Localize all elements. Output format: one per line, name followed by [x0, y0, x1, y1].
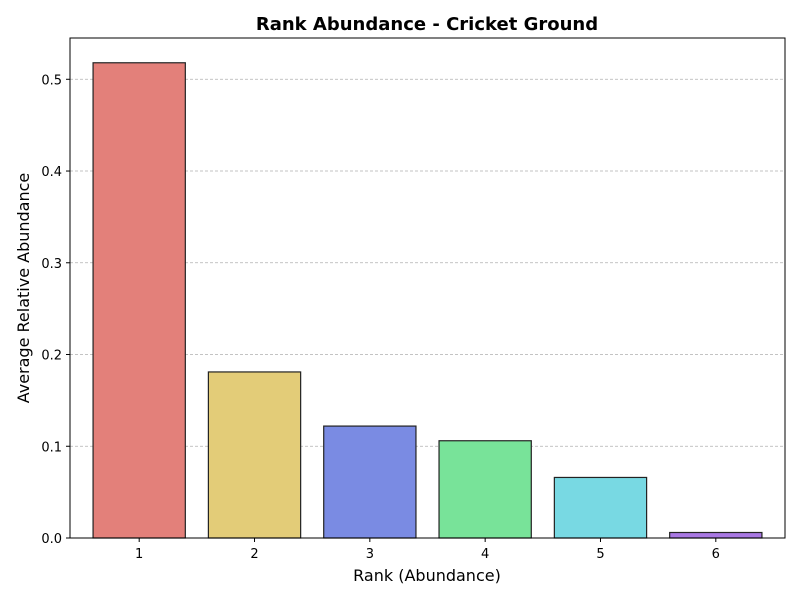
y-tick-label: 0.0 — [41, 532, 62, 547]
bar-rank-6 — [669, 531, 763, 539]
x-tick-label: 3 — [366, 547, 374, 562]
x-axis-label: Rank (Abundance) — [353, 566, 501, 585]
x-axis-ticks: 1 2 3 4 5 6 — [135, 538, 720, 562]
chart-title: Rank Abundance - Cricket Ground — [256, 14, 598, 35]
grid-lines — [70, 78, 785, 447]
bar-rank-1 — [92, 62, 186, 539]
x-tick-label: 4 — [481, 547, 489, 562]
bar-rank-5 — [553, 476, 648, 539]
y-tick-label: 0.3 — [41, 257, 62, 272]
bar-rank-3 — [323, 425, 417, 539]
y-axis-ticks: 0.0 0.1 0.2 0.3 0.4 0.5 — [41, 73, 70, 547]
plot-area-frame — [69, 37, 786, 539]
y-tick-label: 0.5 — [41, 73, 62, 88]
y-tick-label: 0.1 — [41, 440, 62, 455]
y-tick-label: 0.4 — [41, 165, 62, 180]
bar-rank-4 — [438, 440, 532, 539]
x-tick-label: 5 — [596, 547, 604, 562]
x-tick-label: 6 — [712, 547, 720, 562]
x-tick-label: 2 — [250, 547, 258, 562]
bars — [92, 62, 763, 539]
y-axis-label: Average Relative Abundance — [14, 173, 33, 404]
y-tick-label: 0.2 — [41, 349, 62, 364]
x-tick-label: 1 — [135, 547, 143, 562]
bar-rank-2 — [207, 371, 302, 539]
